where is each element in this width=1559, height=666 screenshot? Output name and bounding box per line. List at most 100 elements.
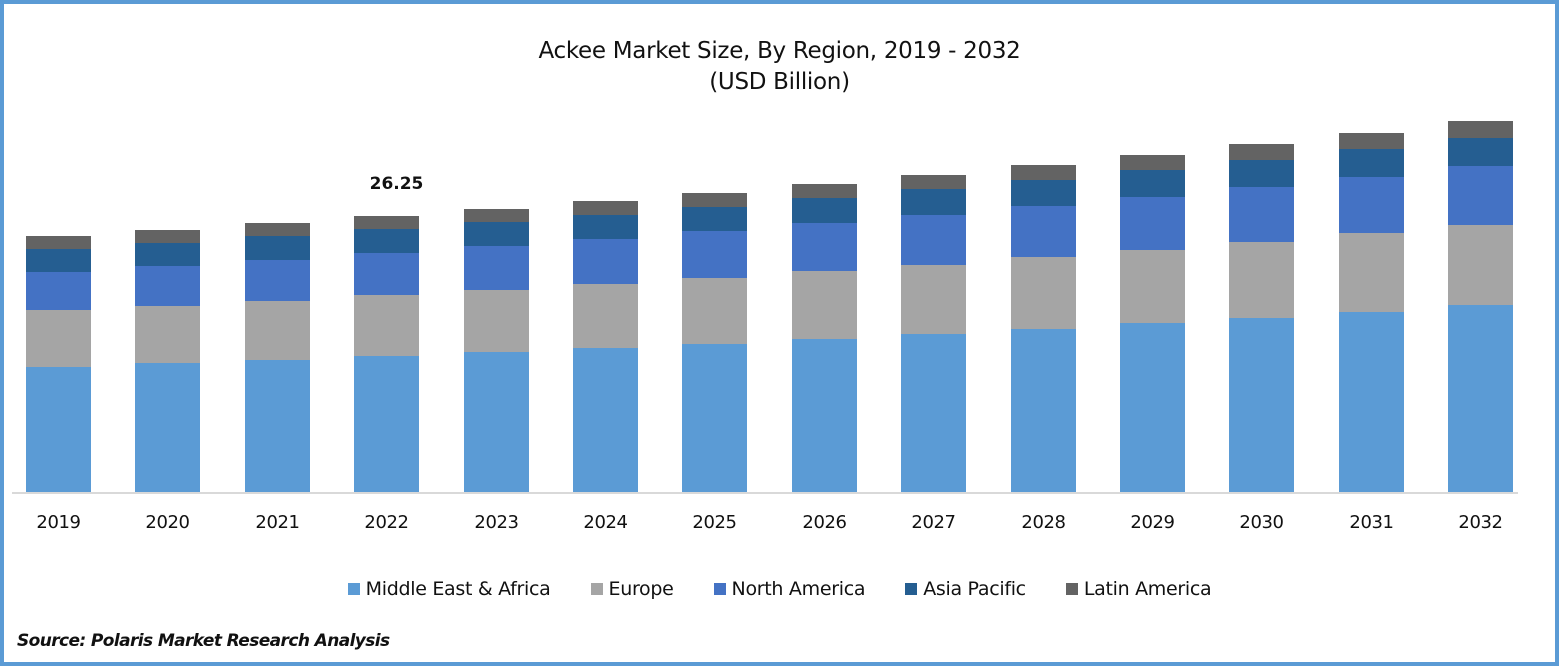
bar-segment-latin-america — [792, 184, 857, 198]
bar-segment-europe — [682, 278, 747, 344]
legend-swatch-icon — [347, 583, 360, 595]
x-tick-label: 2021 — [255, 512, 300, 533]
x-tick-label: 2025 — [692, 512, 737, 533]
bar-segment-north-america — [245, 260, 310, 301]
bar-segment-latin-america — [464, 209, 529, 222]
bar-segment-europe — [26, 310, 91, 367]
bar-segment-asia-pacific — [135, 243, 200, 266]
legend-swatch-icon — [905, 583, 918, 595]
bar-2028 — [1011, 165, 1076, 492]
x-tick-label: 2027 — [911, 512, 956, 533]
bar-segment-asia-pacific — [792, 198, 857, 223]
bar-2020 — [135, 230, 200, 492]
bar-segment-north-america — [1339, 177, 1404, 233]
source-note: Source: Polaris Market Research Analysis — [17, 631, 390, 651]
bar-segment-middle-east-africa — [901, 334, 966, 492]
x-axis-line — [12, 492, 1518, 494]
bar-segment-asia-pacific — [464, 222, 529, 246]
bar-segment-latin-america — [682, 193, 747, 207]
bar-segment-europe — [792, 271, 857, 339]
bar-segment-north-america — [354, 253, 419, 295]
legend-swatch-icon — [1065, 583, 1078, 595]
bar-segment-middle-east-africa — [354, 356, 419, 492]
x-tick-label: 2020 — [145, 512, 190, 533]
data-label: 26.25 — [369, 174, 424, 194]
x-tick-label: 2026 — [802, 512, 847, 533]
bar-segment-north-america — [26, 272, 91, 310]
bar-2031 — [1339, 133, 1404, 492]
bar-segment-asia-pacific — [573, 215, 638, 239]
bar-segment-latin-america — [573, 201, 638, 215]
bar-2026 — [792, 184, 857, 492]
legend-label: Asia Pacific — [923, 578, 1026, 600]
bar-segment-asia-pacific — [1120, 170, 1185, 197]
bar-2023 — [464, 209, 529, 492]
x-tick-label: 2030 — [1239, 512, 1284, 533]
bar-segment-latin-america — [901, 175, 966, 189]
bar-2029 — [1120, 155, 1185, 492]
bar-segment-europe — [135, 306, 200, 363]
bar-segment-latin-america — [26, 236, 91, 249]
legend-item-asia-pacific: Asia Pacific — [905, 578, 1026, 600]
bar-segment-north-america — [573, 239, 638, 284]
bar-segment-middle-east-africa — [1339, 312, 1404, 492]
bar-segment-middle-east-africa — [26, 367, 91, 492]
chart-title-main: Ackee Market Size, By Region, 2019 - 203… — [538, 38, 1021, 64]
legend-label: North America — [731, 578, 866, 600]
bar-segment-latin-america — [1011, 165, 1076, 180]
x-tick-label: 2028 — [1021, 512, 1066, 533]
x-tick-label: 2032 — [1458, 512, 1503, 533]
legend-swatch-icon — [590, 583, 603, 595]
bar-segment-latin-america — [1120, 155, 1185, 170]
bar-segment-asia-pacific — [1011, 180, 1076, 206]
bar-segment-north-america — [682, 231, 747, 278]
x-tick-label: 2031 — [1349, 512, 1394, 533]
legend: Middle East & Africa Europe North America A… — [4, 578, 1555, 600]
bar-segment-europe — [901, 265, 966, 334]
bar-segment-europe — [245, 301, 310, 360]
bar-segment-north-america — [792, 223, 857, 271]
bar-segment-north-america — [1011, 206, 1076, 257]
plot-area: 2019 2020 2021 2022 26.25 2023 2024 2025 2026 202… — [4, 4, 1555, 533]
bar-segment-asia-pacific — [1229, 160, 1294, 187]
bar-segment-europe — [354, 295, 419, 356]
bar-segment-latin-america — [354, 216, 419, 229]
legend-label: Latin America — [1083, 578, 1212, 600]
x-tick-label: 2024 — [583, 512, 628, 533]
bar-segment-europe — [1339, 233, 1404, 312]
bar-2027 — [901, 175, 966, 492]
bar-segment-europe — [1120, 250, 1185, 323]
x-tick-label: 2019 — [36, 512, 81, 533]
bar-segment-asia-pacific — [26, 249, 91, 272]
bar-segment-middle-east-africa — [792, 339, 857, 492]
bar-segment-latin-america — [1448, 121, 1513, 138]
bar-segment-middle-east-africa — [573, 348, 638, 492]
bar-segment-north-america — [1229, 187, 1294, 242]
bar-segment-middle-east-africa — [135, 363, 200, 492]
bar-segment-latin-america — [135, 230, 200, 243]
bar-segment-latin-america — [245, 223, 310, 236]
legend-label: Middle East & Africa — [365, 578, 551, 600]
bar-segment-north-america — [464, 246, 529, 290]
bar-segment-middle-east-africa — [1120, 323, 1185, 492]
bar-2022 — [354, 216, 419, 492]
bar-segment-asia-pacific — [245, 236, 310, 260]
legend-item-north-america: North America — [713, 578, 866, 600]
x-tick-label: 2022 — [364, 512, 409, 533]
bar-segment-asia-pacific — [901, 189, 966, 215]
bar-segment-europe — [1011, 257, 1076, 329]
bar-segment-middle-east-africa — [1011, 329, 1076, 492]
bar-segment-europe — [464, 290, 529, 352]
legend-item-europe: Europe — [590, 578, 674, 600]
bar-segment-middle-east-africa — [245, 360, 310, 492]
bar-segment-north-america — [1448, 166, 1513, 225]
bar-segment-middle-east-africa — [682, 344, 747, 492]
bar-2024 — [573, 201, 638, 492]
bar-segment-latin-america — [1229, 144, 1294, 160]
bar-segment-middle-east-africa — [1448, 305, 1513, 492]
legend-item-latin-america: Latin America — [1065, 578, 1212, 600]
legend-item-middle-east-africa: Middle East & Africa — [347, 578, 551, 600]
legend-label: Europe — [608, 578, 674, 600]
bar-segment-asia-pacific — [354, 229, 419, 253]
